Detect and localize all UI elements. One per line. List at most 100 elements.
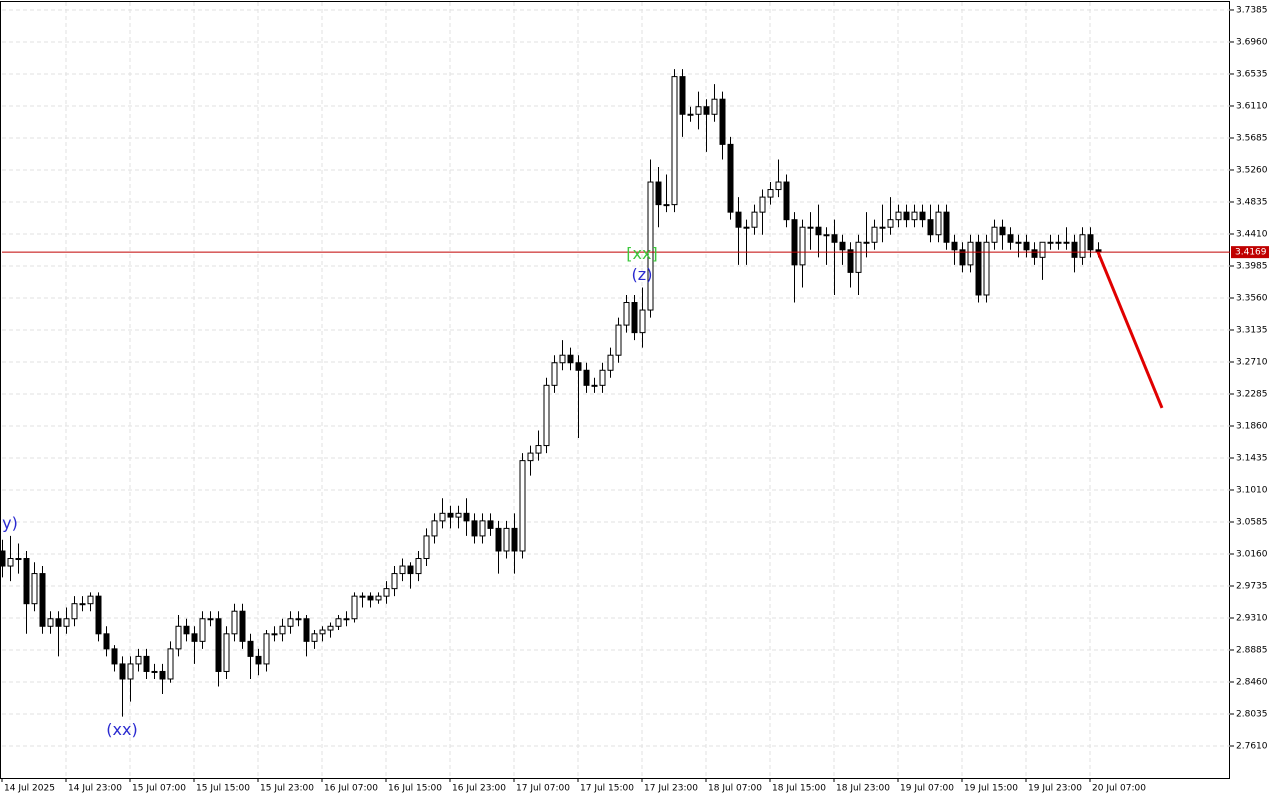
candle-body [975, 241, 982, 296]
candle-body [927, 219, 934, 236]
x-tick-label: 17 Jul 07:00 [516, 784, 570, 794]
y-tick-label: 3.3985 [1236, 261, 1268, 271]
y-tick-label: 3.2710 [1236, 357, 1268, 367]
candle-body [191, 633, 198, 642]
candle-body [87, 595, 94, 605]
candle-body [71, 603, 78, 620]
candle-body [119, 663, 126, 680]
candle-body [255, 655, 262, 665]
x-tick-label: 17 Jul 23:00 [644, 784, 698, 794]
candle-body [63, 618, 70, 627]
candle-body [431, 520, 438, 537]
candle-body [807, 226, 814, 229]
candle-body [959, 249, 966, 266]
x-tick-label: 15 Jul 07:00 [132, 784, 186, 794]
forecast-line [1096, 251, 1164, 409]
wave-label: (z) [632, 265, 653, 284]
x-tick-label: 19 Jul 23:00 [1028, 784, 1082, 794]
candle-body [639, 309, 646, 334]
candle-body [511, 527, 518, 552]
y-tick-label: 3.1435 [1236, 453, 1268, 463]
candle-body [735, 211, 742, 228]
candle-body [831, 234, 838, 243]
candle-body [247, 640, 254, 657]
candle-body [911, 211, 918, 221]
candle-body [695, 106, 702, 115]
candle-body [999, 226, 1006, 236]
candle-body [15, 558, 22, 561]
y-tick-label: 3.0585 [1236, 517, 1268, 527]
candle-body [871, 226, 878, 243]
candle-body [599, 369, 606, 386]
candle-body [199, 618, 206, 642]
candle-body [655, 181, 662, 206]
candle-body [823, 234, 830, 237]
candle-body [231, 610, 238, 635]
x-tick-label: 18 Jul 15:00 [772, 784, 826, 794]
candle-body [767, 189, 774, 198]
candle-body [223, 633, 230, 672]
candle-body [855, 241, 862, 273]
x-tick-label: 15 Jul 15:00 [196, 784, 250, 794]
candle-body [135, 655, 142, 665]
candle-body [799, 226, 806, 266]
candle-body [615, 324, 622, 356]
y-tick-label: 3.1010 [1236, 485, 1268, 495]
candle-body [407, 565, 414, 575]
candle-body [95, 595, 102, 635]
candle-body [1015, 241, 1022, 244]
x-tick-label: 14 Jul 23:00 [68, 784, 122, 794]
candle-body [535, 445, 542, 454]
candle-body [287, 618, 294, 627]
y-tick-label: 3.6110 [1236, 101, 1268, 111]
candle-body [311, 633, 318, 642]
y-tick-label: 3.0160 [1236, 549, 1268, 559]
candle-body [935, 211, 942, 236]
candle-body [479, 520, 486, 537]
candle-body [399, 565, 406, 575]
candle-body [487, 520, 494, 529]
candle-body [903, 211, 910, 221]
candle-body [791, 219, 798, 266]
candle-body [751, 211, 758, 228]
y-tick-label: 2.8035 [1236, 709, 1268, 719]
y-tick-label: 3.5685 [1236, 133, 1268, 143]
candle-body [815, 226, 822, 236]
candle-body [463, 512, 470, 522]
candle-body [271, 633, 278, 636]
y-tick-label: 3.3560 [1236, 293, 1268, 303]
x-tick-label: 19 Jul 07:00 [900, 784, 954, 794]
candle-body [207, 618, 214, 621]
candle-body [575, 362, 582, 371]
candle-body [359, 595, 366, 598]
current-price-box [1231, 246, 1269, 259]
candle-body [1007, 234, 1014, 243]
candle-body [623, 302, 630, 326]
candle-body [303, 618, 310, 642]
candle-body [711, 98, 718, 115]
x-tick-label: 16 Jul 15:00 [388, 784, 442, 794]
candle-body [503, 527, 510, 552]
candle-body [671, 76, 678, 206]
candle-body [455, 512, 462, 518]
candle-body [591, 384, 598, 387]
candle-body [415, 558, 422, 575]
candle-body [367, 595, 374, 601]
candle-body [103, 633, 110, 650]
candle-body [687, 113, 694, 116]
candle-body [143, 655, 150, 672]
y-tick-label: 3.6535 [1236, 69, 1268, 79]
candle-body [7, 558, 14, 567]
candle-body [647, 181, 654, 311]
candle-body [1079, 234, 1086, 258]
candle-body [439, 512, 446, 522]
candle-body [783, 181, 790, 221]
x-tick-label: 18 Jul 23:00 [836, 784, 890, 794]
candle-body [383, 588, 390, 597]
x-tick-label: 20 Jul 07:00 [1092, 784, 1146, 794]
candle-body [631, 302, 638, 334]
candle-body [343, 618, 350, 621]
candle-body [151, 670, 158, 673]
x-tick-label: 19 Jul 15:00 [964, 784, 1018, 794]
candle-body [0, 550, 6, 567]
